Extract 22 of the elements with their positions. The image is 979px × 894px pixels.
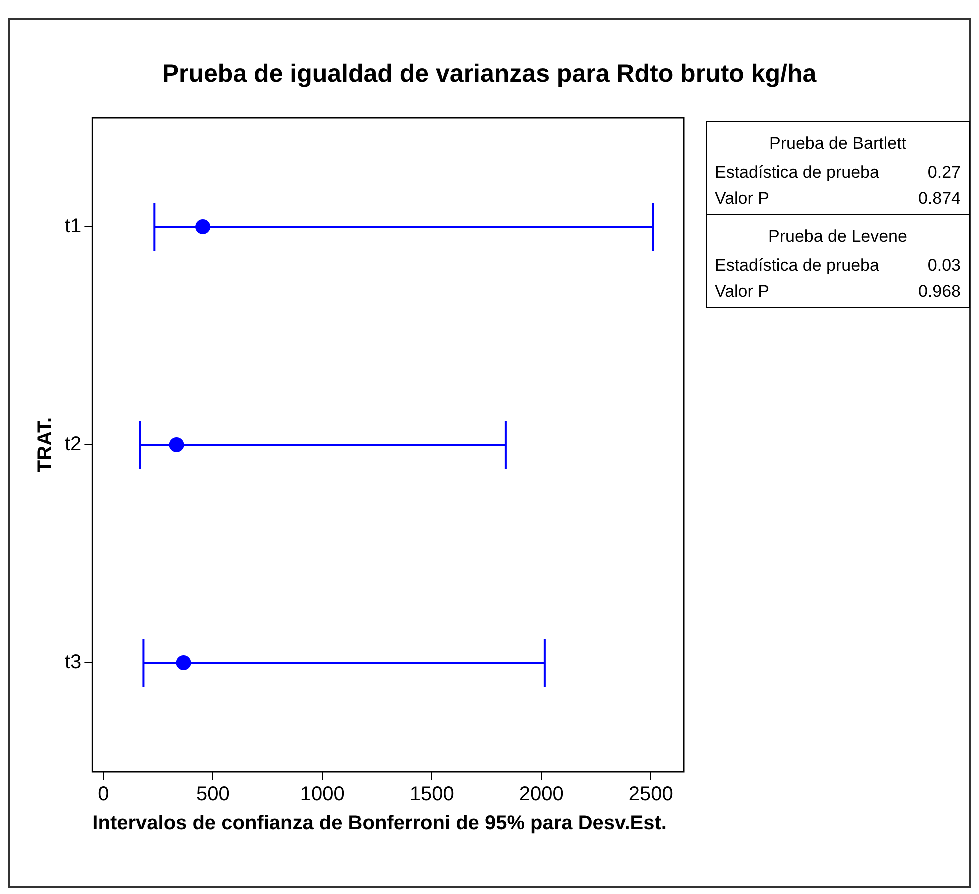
text: Prueba de Levene [768,226,908,248]
x-tick-label: 500 [196,784,230,806]
chart-title: Prueba de igualdad de varianzas para Rdto bruto kg/ha [161,60,818,89]
x-tick-label: 0 [98,784,110,806]
text: Estadística de prueba [715,162,880,184]
text: Prueba de Bartlett [768,133,908,155]
text: Estadística de prueba [715,255,880,277]
y-tick-label: t1 [64,216,82,238]
text: 0.27 [928,162,961,184]
x-tick-label: 1000 [300,784,345,806]
text: Valor P [715,281,770,303]
text: 0.03 [928,255,961,277]
y-tick-label: t3 [64,652,82,674]
text: Valor P [715,188,770,210]
x-tick-label: 2000 [519,784,564,806]
y-axis-title: TRAT. [34,417,57,473]
y-tick-label: t2 [64,434,82,456]
x-axis-title: Intervalos de confianza de Bonferroni de 95% para Desv.Est. [92,812,667,835]
x-tick-label: 2500 [628,784,674,806]
text: 0.874 [918,188,961,210]
text: 0.968 [918,281,961,303]
x-tick-label: 1500 [410,784,454,806]
